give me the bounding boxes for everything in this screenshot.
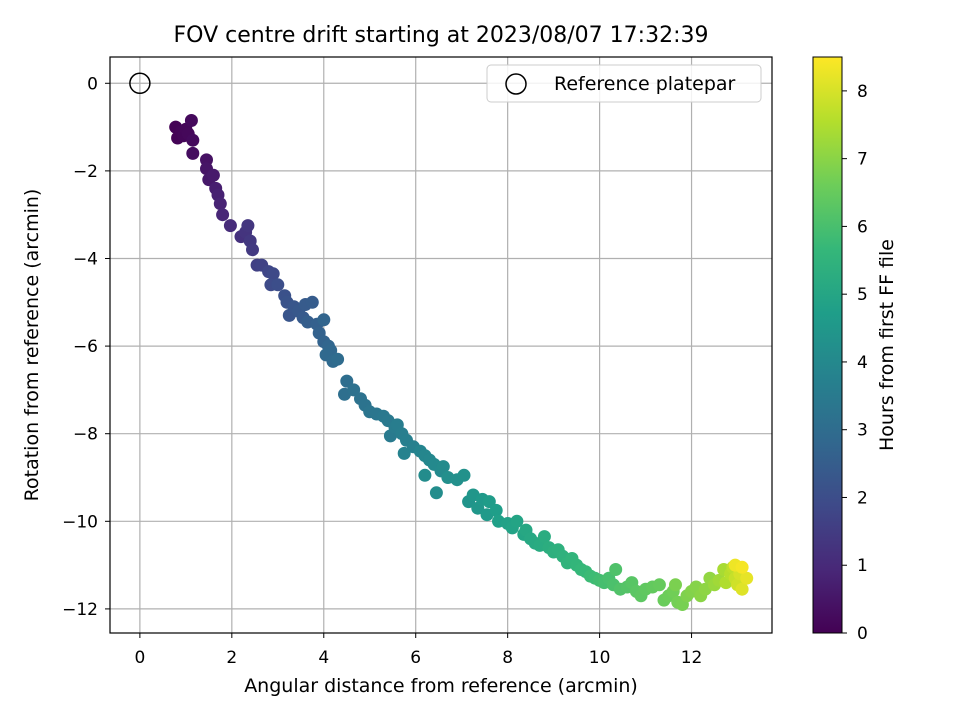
data-point — [740, 571, 754, 585]
data-point — [397, 446, 411, 460]
data-point — [271, 278, 285, 292]
data-point — [213, 197, 227, 211]
data-point — [223, 219, 237, 233]
colorbar-tick-label: 0 — [857, 624, 868, 644]
y-tick-label: −12 — [62, 600, 98, 620]
data-point — [241, 219, 255, 233]
colorbar-ticks: 0 1 2 3 4 5 6 7 8 — [842, 82, 868, 644]
colorbar-tick-label: 6 — [857, 217, 868, 237]
colorbar-tick-label: 8 — [857, 82, 868, 102]
x-tick-label: 8 — [502, 648, 513, 668]
data-point — [331, 352, 345, 366]
data-point — [652, 578, 666, 592]
data-point — [609, 563, 623, 576]
data-point — [186, 146, 200, 160]
y-axis-label: Rotation from reference (arcmin) — [21, 189, 43, 502]
colorbar-tick-label: 2 — [857, 488, 868, 508]
data-point — [418, 468, 432, 482]
colorbar-tick-label: 5 — [857, 285, 868, 305]
data-point — [457, 468, 471, 482]
data-point — [206, 168, 220, 182]
grid-lines — [110, 57, 772, 633]
reference-marker — [129, 72, 151, 95]
data-point — [735, 582, 749, 596]
data-point — [735, 560, 749, 574]
colorbar-tick-label: 4 — [857, 353, 868, 373]
x-tick-label: 4 — [318, 648, 329, 668]
x-tick-label: 12 — [681, 648, 703, 668]
colorbar-tick-label: 7 — [857, 150, 868, 170]
legend-box — [486, 64, 762, 103]
plot-frame — [109, 56, 773, 634]
colorbar-tick-label: 1 — [857, 556, 868, 576]
y-tick-label: 0 — [87, 74, 98, 94]
y-tick-label: −2 — [73, 162, 98, 182]
reference-marker-group — [129, 72, 151, 95]
legend-reference-label: Reference platepar — [554, 73, 736, 95]
data-point — [489, 503, 503, 517]
data-point — [429, 486, 443, 500]
colorbar-tick-label: 3 — [857, 421, 868, 441]
colorbar-label: Hours from first FF file — [876, 239, 898, 451]
colorbar — [812, 56, 843, 634]
x-axis-label: Angular distance from reference (arcmin) — [244, 675, 638, 697]
chart-title: FOV centre drift starting at 2023/08/07 … — [174, 23, 709, 48]
data-point — [305, 295, 319, 309]
y-tick-label: −4 — [73, 249, 98, 269]
data-point — [482, 495, 496, 509]
data-point — [246, 243, 259, 257]
x-tick-label: 0 — [134, 648, 145, 668]
data-point — [317, 313, 331, 327]
data-point — [266, 267, 280, 281]
data-points — [169, 114, 754, 611]
data-point — [216, 208, 230, 222]
y-tick-label: −8 — [73, 425, 98, 445]
x-tick-label: 2 — [226, 648, 237, 668]
data-point — [436, 460, 450, 474]
data-point — [347, 383, 361, 397]
data-point — [184, 114, 198, 127]
data-point — [186, 133, 200, 147]
y-axis-ticks: 0 −2 −4 −6 −8 −10 −12 — [62, 74, 110, 620]
legend: Reference platepar — [486, 64, 762, 103]
y-tick-label: −6 — [73, 337, 98, 357]
plot-area — [110, 57, 772, 633]
y-tick-label: −10 — [62, 512, 98, 532]
x-axis-ticks: 0 2 4 6 8 10 12 — [134, 633, 702, 668]
data-point — [537, 530, 551, 544]
data-point — [669, 578, 682, 592]
x-tick-label: 10 — [589, 648, 611, 668]
data-point — [510, 514, 524, 528]
legend-reference-marker — [505, 73, 527, 95]
x-tick-label: 6 — [410, 648, 421, 668]
data-point — [340, 374, 354, 388]
